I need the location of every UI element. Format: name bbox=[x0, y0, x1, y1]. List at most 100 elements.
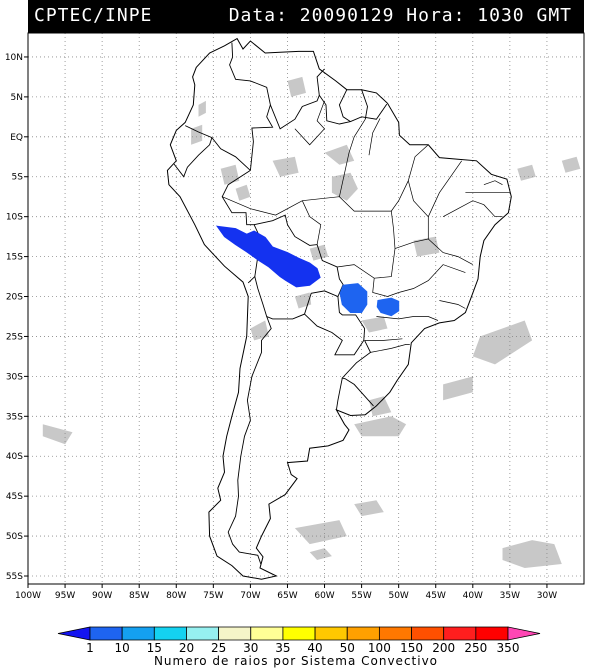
lat-tick-label: 20S bbox=[6, 293, 23, 303]
state-border bbox=[428, 238, 473, 265]
state-border bbox=[337, 211, 396, 279]
country-border bbox=[173, 125, 213, 178]
colorbar-segment bbox=[153, 626, 187, 641]
country-border bbox=[338, 89, 351, 122]
state-border bbox=[427, 160, 462, 217]
lat-tick-label: 45S bbox=[6, 492, 23, 502]
cloud-cell bbox=[324, 144, 355, 165]
cloud-cell bbox=[309, 548, 332, 560]
lon-tick-label: 65W bbox=[277, 591, 297, 601]
lat-tick-label: 30S bbox=[6, 372, 23, 382]
colorbar-segment bbox=[282, 626, 316, 641]
cloud-cell bbox=[472, 320, 533, 365]
state-border bbox=[368, 118, 381, 156]
country-border bbox=[318, 95, 388, 125]
colorbar-label: 25 bbox=[211, 641, 226, 655]
state-border bbox=[294, 100, 325, 146]
colorbar-label: 350 bbox=[497, 641, 520, 655]
country-border bbox=[361, 89, 368, 120]
lat-tick-label: 10S bbox=[6, 213, 23, 223]
colorbar-segment bbox=[378, 626, 412, 641]
cloud-cell bbox=[287, 76, 306, 97]
cloud-cell bbox=[369, 396, 392, 417]
cloud-cell bbox=[413, 236, 440, 257]
cloud-cell bbox=[354, 416, 407, 437]
lon-tick-label: 95W bbox=[55, 591, 75, 601]
colorbar-label: 250 bbox=[464, 641, 487, 655]
colorbar-label: 150 bbox=[400, 641, 423, 655]
colorbar-label: 10 bbox=[115, 641, 130, 655]
country-border bbox=[254, 214, 344, 320]
country-border bbox=[221, 170, 261, 284]
colorbar-segment bbox=[314, 626, 348, 641]
colorbar: 1 10 15 20 25 30 35 40 50 100 150 200 250 350 bbox=[57, 626, 541, 655]
state-border bbox=[442, 200, 503, 218]
country-border bbox=[269, 68, 325, 130]
graticule bbox=[28, 33, 584, 584]
lon-tick-label: 80W bbox=[166, 591, 186, 601]
colorbar-segment bbox=[121, 626, 155, 641]
cloud-cell bbox=[294, 520, 347, 545]
colorbar-segment bbox=[186, 626, 220, 641]
cloud-cell bbox=[272, 156, 299, 177]
state-border bbox=[394, 180, 429, 249]
country-border bbox=[229, 42, 274, 171]
lon-tick-label: 30W bbox=[537, 591, 557, 601]
map-frame bbox=[27, 32, 585, 585]
coastline bbox=[166, 37, 512, 580]
country-border bbox=[211, 137, 251, 171]
colorbar-label: 30 bbox=[243, 641, 258, 655]
colorbar-segment bbox=[57, 626, 91, 641]
colorbar-segment bbox=[475, 626, 509, 641]
lat-tick-label: EQ bbox=[10, 133, 23, 143]
lon-tick-label: 50W bbox=[388, 591, 408, 601]
lat-tick-label: 50S bbox=[6, 532, 23, 542]
lon-tick-label: 85W bbox=[129, 591, 149, 601]
state-border bbox=[222, 144, 429, 216]
colorbar-label: 15 bbox=[147, 641, 162, 655]
colorbar-label: 50 bbox=[340, 641, 355, 655]
colorbar-label: 40 bbox=[307, 641, 322, 655]
lat-tick-label: 35S bbox=[6, 412, 23, 422]
state-border bbox=[370, 344, 410, 353]
state-border bbox=[339, 119, 366, 197]
cloud-cell bbox=[250, 320, 269, 341]
colorbar-label: 200 bbox=[432, 641, 455, 655]
border-layer bbox=[173, 42, 510, 565]
lon-tick-label: 35W bbox=[500, 591, 520, 601]
cloud-cell bbox=[42, 424, 73, 445]
lat-tick-label: 55S bbox=[6, 572, 23, 582]
cloud-cell bbox=[517, 164, 536, 181]
state-border bbox=[483, 180, 503, 186]
cloud-cell bbox=[309, 244, 329, 261]
lon-tick-label: 40W bbox=[463, 591, 483, 601]
lat-tick-label: 15S bbox=[6, 253, 23, 263]
colorbar-label: 35 bbox=[275, 641, 290, 655]
cloud-cell bbox=[331, 172, 358, 201]
colorbar-label: 1 bbox=[86, 641, 94, 655]
title-bar: CPTEC/INPE Data: 20090129 Hora: 1030 GMT bbox=[28, 0, 584, 33]
lat-tick-label: 5N bbox=[11, 93, 23, 103]
colorbar-label: 100 bbox=[368, 641, 391, 655]
state-border bbox=[301, 200, 322, 245]
cloud-cell bbox=[361, 316, 388, 333]
convective-systems-layer bbox=[215, 225, 400, 317]
colorbar-title: Numero de raios por Sistema Convectivo bbox=[154, 654, 438, 668]
colorbar-segment bbox=[89, 626, 123, 641]
state-border bbox=[364, 338, 403, 341]
lon-tick-label: 90W bbox=[92, 591, 112, 601]
date-time-title: Data: 20090129 Hora: 1030 GMT bbox=[228, 5, 572, 26]
state-border bbox=[376, 316, 439, 321]
state-border bbox=[372, 278, 399, 297]
system-rondonia bbox=[215, 225, 321, 288]
cloud-cell bbox=[354, 500, 384, 517]
lon-tick-label: 100W bbox=[15, 591, 41, 601]
colorbar-label: 20 bbox=[179, 641, 194, 655]
cloud-cell bbox=[198, 100, 206, 117]
agency-title: CPTEC/INPE bbox=[34, 5, 153, 26]
country-border bbox=[227, 316, 272, 565]
lon-tick-label: 45W bbox=[426, 591, 446, 601]
lat-tick-label: 10N bbox=[5, 53, 23, 63]
lon-tick-label: 70W bbox=[240, 591, 260, 601]
system-mato-grosso-sul bbox=[339, 283, 368, 313]
